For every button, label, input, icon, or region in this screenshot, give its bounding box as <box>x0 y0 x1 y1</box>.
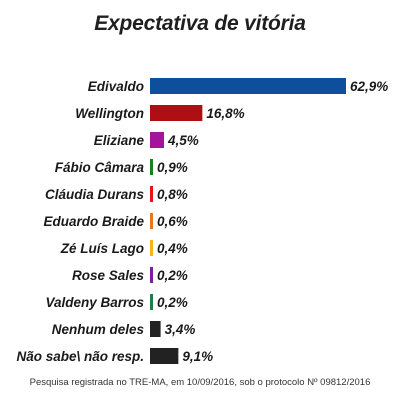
bar <box>150 294 153 310</box>
chart-title: Expectativa de vitória <box>94 12 306 35</box>
bar <box>150 105 203 121</box>
bar <box>150 321 161 337</box>
value-label: 0,9% <box>157 160 188 175</box>
category-label: Não sabe\ não resp. <box>16 349 144 364</box>
category-label: Zé Luís Lago <box>60 241 144 256</box>
bar <box>150 348 179 364</box>
value-label: 3,4% <box>165 322 196 337</box>
value-label: 0,2% <box>157 268 188 283</box>
footnote: Pesquisa registrada no TRE-MA, em 10/09/… <box>29 377 371 388</box>
value-label: 0,2% <box>157 295 188 310</box>
value-label: 9,1% <box>182 349 213 364</box>
bar <box>150 213 153 229</box>
value-label: 0,6% <box>157 214 188 229</box>
category-label: Rose Sales <box>72 268 145 283</box>
bar <box>150 159 153 175</box>
category-label: Eliziane <box>94 133 145 148</box>
value-label: 16,8% <box>206 106 244 121</box>
category-label: Wellington <box>75 106 144 121</box>
bar <box>150 186 153 202</box>
category-label: Cláudia Durans <box>45 187 145 202</box>
value-label: 62,9% <box>350 79 388 94</box>
value-label: 4,5% <box>167 133 199 148</box>
category-label: Fábio Câmara <box>55 160 145 175</box>
bar <box>150 78 346 94</box>
bar <box>150 267 153 283</box>
category-label: Eduardo Braide <box>43 214 144 229</box>
category-label: Edivaldo <box>88 79 144 94</box>
value-label: 0,4% <box>157 241 188 256</box>
category-label: Valdeny Barros <box>45 295 144 310</box>
category-label: Nenhum deles <box>52 322 145 337</box>
bar <box>150 132 165 148</box>
value-label: 0,8% <box>157 187 188 202</box>
bar <box>150 240 153 256</box>
